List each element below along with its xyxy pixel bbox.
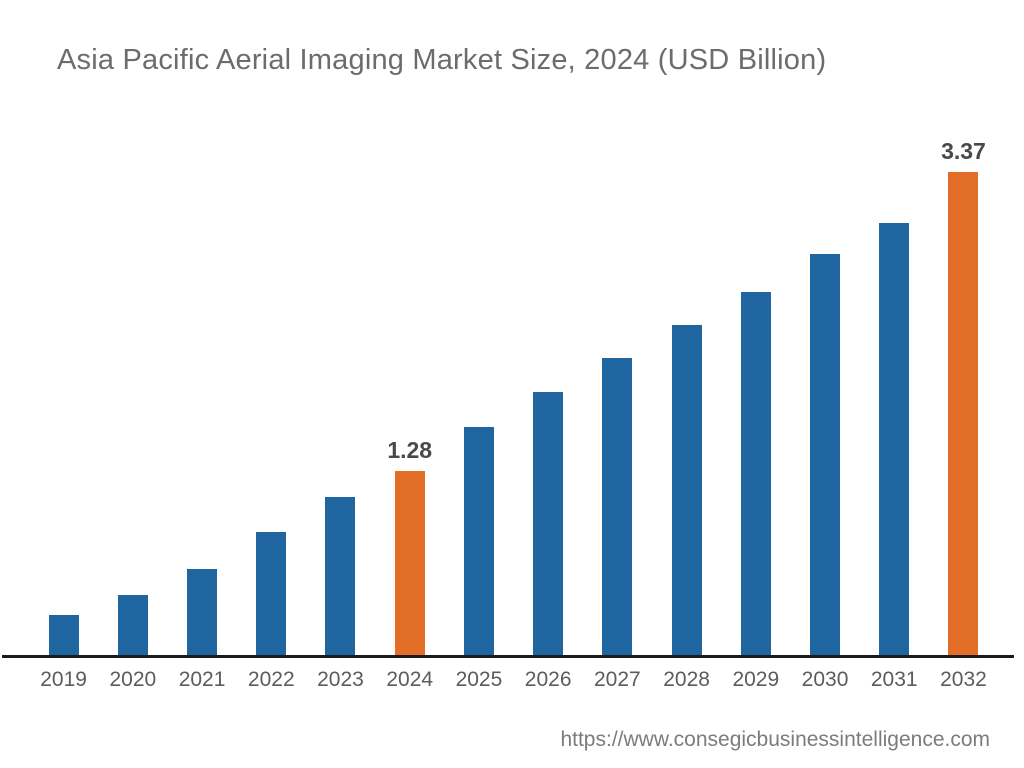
x-tick-label: 2020 [109,668,157,691]
bar [48,614,79,655]
bar-group-2024: 1.28 [375,138,444,655]
bar [187,568,218,655]
bar [602,357,633,655]
bar-group-2023 [306,138,375,655]
x-tick-label: 2024 [386,668,434,691]
bar [533,392,564,655]
source-url: https://www.consegicbusinessintelligence… [560,728,990,751]
chart-title: Asia Pacific Aerial Imaging Market Size,… [57,44,827,76]
x-tick-label: 2032 [940,668,987,691]
x-tick-label: 2030 [801,668,849,691]
x-axis-line [2,655,1014,658]
bar [117,594,148,655]
bar-group-2025 [444,138,513,655]
bar [810,254,841,655]
bar-group-2021 [167,138,236,655]
bar [256,531,287,655]
bars-container: 1.28 3.37 [29,138,998,655]
bar [740,291,771,655]
x-tick-label: 2023 [317,668,364,691]
x-axis-labels: 2019 2020 2021 2022 2023 2024 2025 2026 2027 2028… [29,668,998,692]
bar-group-2028 [652,138,721,655]
bar-value-label: 1.28 [387,437,433,464]
x-tick-label: 2019 [40,668,87,691]
x-tick-label: 2028 [663,668,710,691]
x-tick-label: 2027 [594,668,641,691]
bar-group-2020 [98,138,167,655]
bar [948,172,979,655]
bar-group-2032: 3.37 [929,138,998,655]
bar [394,471,425,655]
x-tick-label: 2026 [524,668,572,691]
bar-group-2026 [514,138,583,655]
bar [671,324,702,655]
bar-group-2022 [237,138,306,655]
bar-group-2027 [583,138,652,655]
bar [463,426,494,655]
bar-group-2031 [860,138,929,655]
x-tick-label: 2029 [732,668,780,691]
x-tick-label: 2025 [455,668,503,691]
bar-value-label: 3.37 [941,138,986,164]
bar [325,497,356,655]
x-tick-label: 2022 [247,668,295,691]
bar [879,222,910,655]
x-tick-label: 2031 [870,668,918,691]
bar-group-2030 [790,138,859,655]
bar-group-2019 [29,138,98,655]
bar-group-2029 [721,138,790,655]
x-tick-label: 2021 [178,668,226,691]
